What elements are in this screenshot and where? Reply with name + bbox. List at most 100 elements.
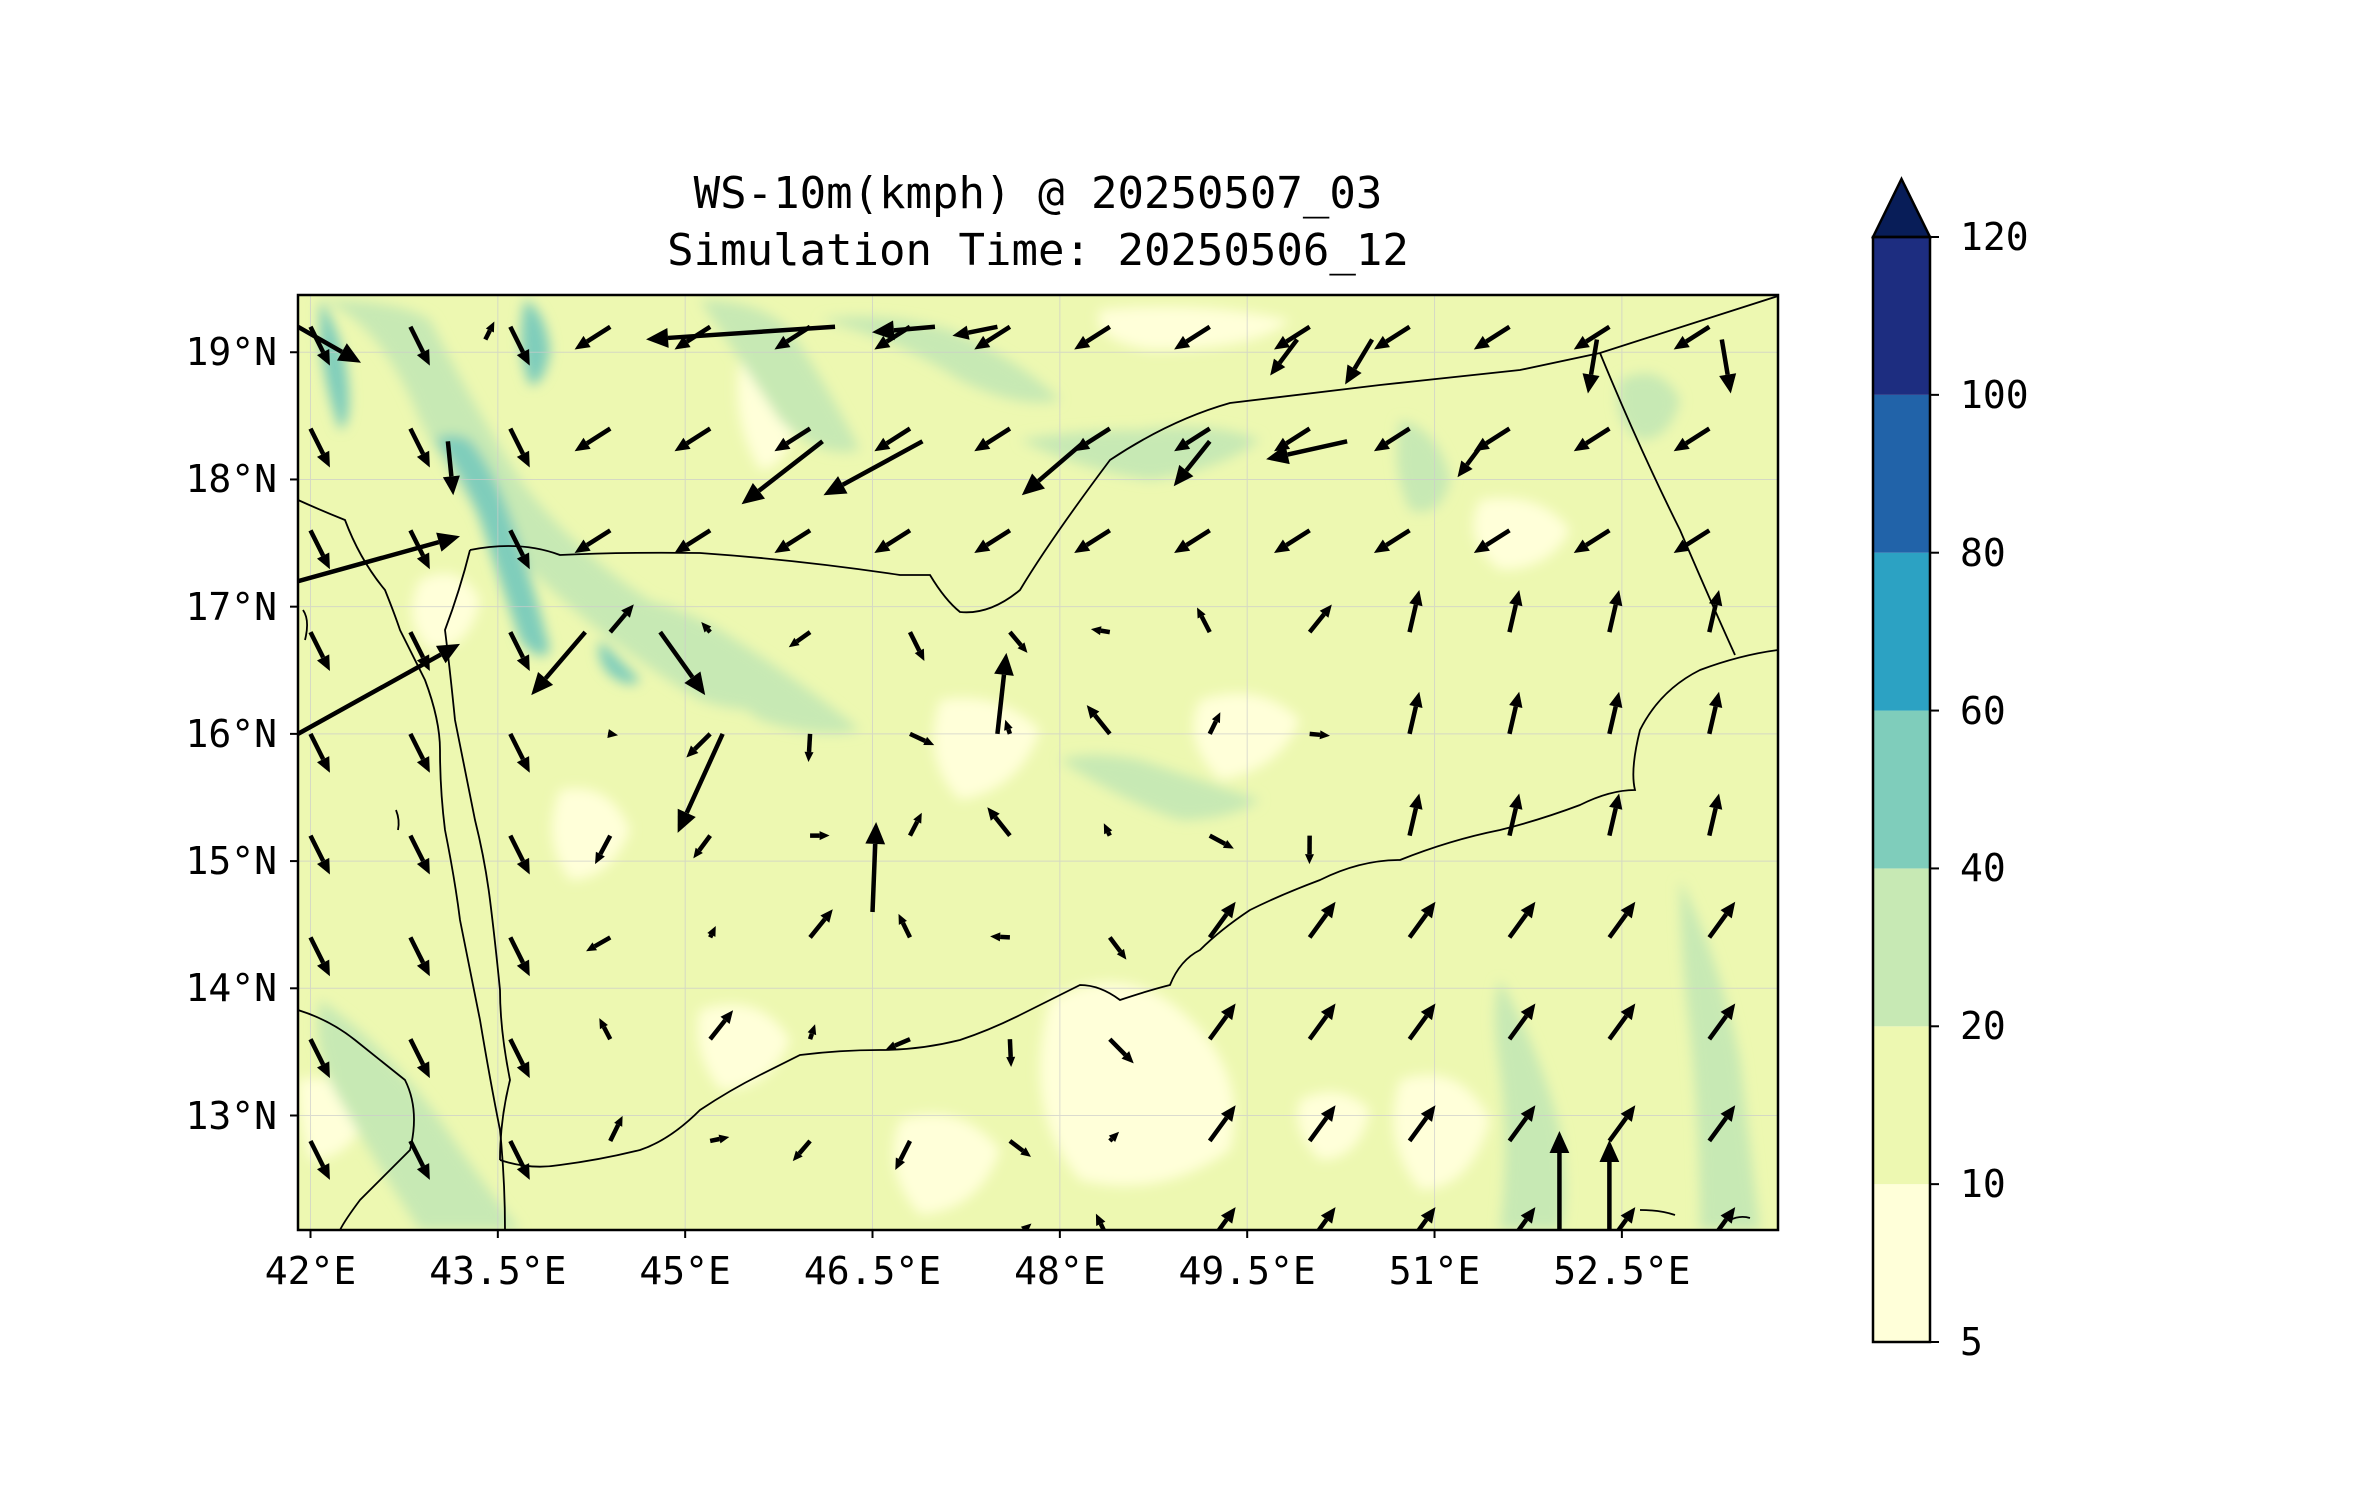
wind-arrow-head xyxy=(417,1265,430,1282)
wind-arrow-shaft xyxy=(1507,807,1518,837)
wind-arrow xyxy=(1673,528,1711,554)
longitude-tick-label: 52.5°E xyxy=(1553,1249,1691,1293)
wind-arrow-head xyxy=(1509,793,1523,810)
wind-arrow-shaft xyxy=(508,834,525,862)
wind-arrow-head xyxy=(516,450,530,468)
wind-arrow-head xyxy=(913,812,922,824)
wind-arrow-shaft xyxy=(410,1243,423,1268)
wind-arrow-shaft xyxy=(684,732,725,814)
island-outline xyxy=(395,809,400,831)
wind-arrow-shaft xyxy=(585,324,612,344)
wind-arrow xyxy=(677,732,725,833)
wind-arrow-shaft xyxy=(508,1038,525,1066)
wind-arrow-shaft xyxy=(1000,934,1011,940)
wind-arrow xyxy=(574,324,612,350)
wind-arrow-shaft xyxy=(985,528,1012,547)
wind-arrow-shaft xyxy=(841,439,924,487)
wind-arrow xyxy=(865,821,886,913)
wind-arrow xyxy=(308,732,330,773)
red-sea-east-coast xyxy=(444,549,511,1161)
moderate-wind-band xyxy=(600,598,860,734)
wind-arrow xyxy=(408,325,430,366)
wind-arrow-head xyxy=(1720,1105,1736,1122)
wind-arrow-head xyxy=(885,1041,897,1050)
wind-arrow-head xyxy=(774,335,791,350)
wind-arrow xyxy=(701,622,712,634)
moderate-wind-band xyxy=(700,300,860,452)
wind-arrow-shaft xyxy=(1008,1139,1025,1153)
wind-arrow-shaft xyxy=(1208,833,1227,846)
wind-arrow-head xyxy=(1582,373,1600,394)
wind-arrow-head xyxy=(1121,1051,1134,1064)
wind-arrow-head xyxy=(416,654,430,671)
wind-arrow-head xyxy=(1017,642,1028,653)
wind-arrow xyxy=(1707,1003,1736,1041)
wind-arrow xyxy=(531,630,587,696)
wind-arrow-head xyxy=(1086,705,1100,719)
wind-arrow xyxy=(974,324,1012,350)
wind-arrow-head xyxy=(1708,691,1723,709)
wind-arrow-shaft xyxy=(1585,426,1611,446)
latitude-tick-label: 15°N xyxy=(185,839,277,884)
wind-arrow-shaft xyxy=(308,936,326,964)
wind-arrow-shaft xyxy=(697,834,712,852)
wind-arrow-shaft xyxy=(893,324,936,333)
wind-arrow-shaft xyxy=(1008,630,1023,647)
wind-arrow xyxy=(1507,589,1523,633)
wind-arrow-head xyxy=(1673,437,1690,452)
wind-arrow-head xyxy=(952,325,970,340)
wind-arrow xyxy=(508,631,530,671)
wind-arrow-shaft xyxy=(508,529,525,557)
wind-arrow-shaft xyxy=(693,732,712,751)
wind-arrow-shaft xyxy=(708,933,714,939)
wind-arrow-head xyxy=(1220,901,1236,919)
coastlines-and-borders xyxy=(298,295,1778,1230)
wind-arrow-shaft xyxy=(508,631,525,659)
wind-arrow-head xyxy=(895,1157,906,1170)
wind-arrow-head xyxy=(819,831,830,841)
wind-arrow xyxy=(693,834,712,859)
wind-arrow xyxy=(298,643,460,736)
wind-arrow-head xyxy=(1095,1213,1106,1226)
longitude-tick-label: 51°E xyxy=(1388,1249,1481,1293)
wind-arrow-shaft xyxy=(1607,705,1618,735)
wind-arrow xyxy=(1673,324,1711,350)
wind-arrow xyxy=(709,1134,730,1144)
wind-arrow-shaft xyxy=(806,733,813,753)
wind-arrow xyxy=(1615,1207,1636,1230)
wind-arrow-shaft xyxy=(1607,604,1618,633)
wind-arrow xyxy=(1316,1207,1336,1230)
wind-arrow-head xyxy=(1420,1003,1436,1021)
wind-arrow-shaft xyxy=(1707,705,1718,735)
wind-arrow-head xyxy=(621,604,634,618)
colorbar-tick-label: 20 xyxy=(1960,1004,2006,1049)
wind-arrow-shaft xyxy=(1285,528,1311,547)
wind-arrow-shaft xyxy=(1407,912,1429,939)
wind-arrow-shaft xyxy=(1108,1037,1127,1057)
wind-arrow-shaft xyxy=(1407,705,1419,735)
wind-arrow-head xyxy=(674,437,691,452)
wind-arrow xyxy=(1274,324,1311,350)
wind-arrow-head xyxy=(317,756,330,773)
wind-arrow-shaft xyxy=(1407,1116,1429,1143)
wind-arrow xyxy=(1095,1213,1107,1230)
wind-arrow xyxy=(707,925,716,939)
colorbar-tick-label: 80 xyxy=(1960,530,2006,575)
wind-arrow-head xyxy=(1320,1105,1336,1122)
wind-arrow-head xyxy=(1520,901,1536,919)
wind-arrow xyxy=(909,731,935,746)
colorbar xyxy=(1870,176,1939,1344)
wind-arrow xyxy=(1707,901,1736,939)
wind-arrow-shaft xyxy=(1085,528,1112,547)
wind-arrow xyxy=(874,528,912,554)
latitude-tick-label: 14°N xyxy=(185,966,277,1011)
wind-arrow-shaft xyxy=(1715,1218,1728,1230)
wind-arrow xyxy=(658,630,706,696)
longitude-tick-label: 46.5°E xyxy=(803,1249,942,1293)
wind-arrow-shaft xyxy=(1707,807,1718,837)
wind-arrow xyxy=(1006,1039,1016,1067)
wind-arrow xyxy=(1074,324,1112,350)
wind-arrow-head xyxy=(974,335,991,350)
moderate-wind-band xyxy=(1020,426,1260,480)
moderate-wind-band xyxy=(1680,880,1760,1230)
